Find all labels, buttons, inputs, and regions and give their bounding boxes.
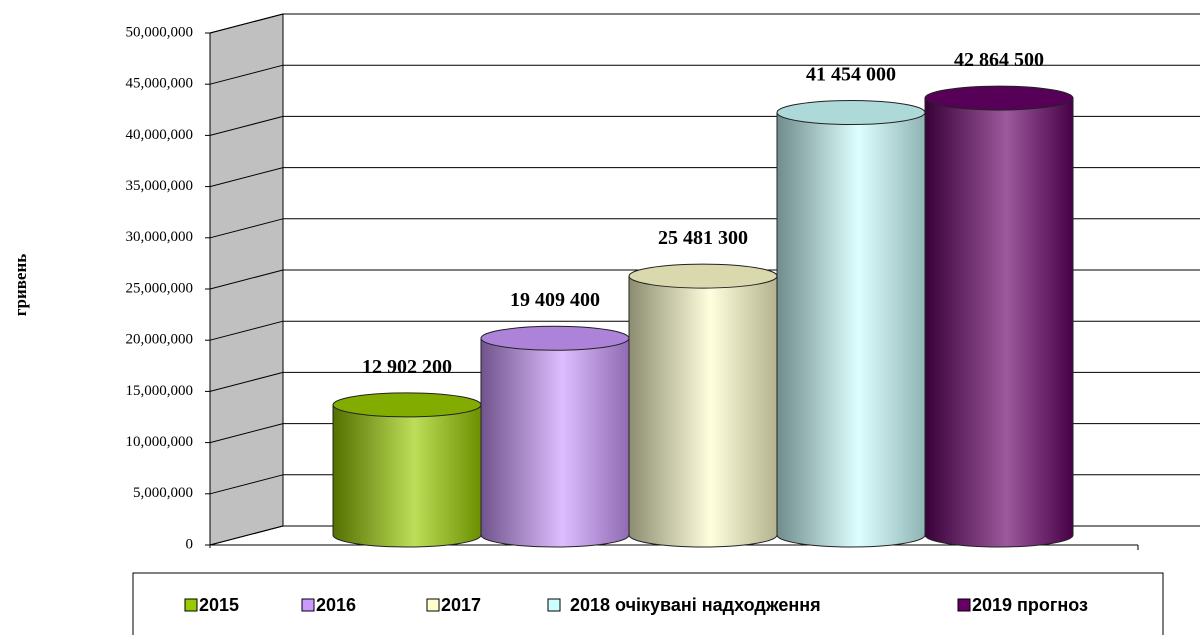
grid-line bbox=[209, 320, 284, 341]
cylinder-top bbox=[480, 325, 630, 351]
y-axis-label: гривень bbox=[11, 254, 30, 316]
y-tick-label: 30,000,000 bbox=[126, 229, 194, 245]
y-tick-label: 20,000,000 bbox=[126, 332, 194, 348]
grid-line bbox=[209, 423, 284, 444]
cylinder bbox=[776, 100, 926, 548]
grid-line bbox=[209, 218, 284, 239]
legend-label: 2015 bbox=[199, 595, 239, 615]
legend-swatch bbox=[426, 598, 440, 612]
legend-swatch bbox=[301, 598, 315, 612]
legend-label: 2019 прогноз bbox=[972, 595, 1088, 615]
legend-label: 2016 bbox=[316, 595, 356, 615]
y-tick-label: 0 bbox=[186, 536, 194, 552]
cylinder bbox=[628, 263, 778, 548]
value-label: 12 902 200 bbox=[362, 356, 452, 378]
y-tick-label: 25,000,000 bbox=[126, 280, 194, 296]
grid-line bbox=[209, 167, 284, 188]
legend-label: 2018 очікувані надходження bbox=[570, 595, 821, 615]
value-label: 25 481 300 bbox=[658, 227, 748, 249]
grid-line bbox=[209, 269, 284, 290]
cylinder-top bbox=[776, 100, 926, 126]
value-label: 19 409 400 bbox=[510, 289, 600, 311]
cylinder bbox=[480, 325, 630, 548]
cylinder-body bbox=[924, 97, 1074, 548]
cylinder-body bbox=[332, 404, 482, 548]
cylinder-top bbox=[332, 392, 482, 418]
cylinder-top bbox=[628, 263, 778, 289]
legend-swatch bbox=[184, 598, 198, 612]
grid-line bbox=[209, 371, 284, 392]
cylinder bbox=[332, 392, 482, 548]
value-label: 42 864 500 bbox=[954, 49, 1044, 71]
y-tick-label: 10,000,000 bbox=[126, 434, 194, 450]
y-tick-label: 15,000,000 bbox=[126, 383, 194, 399]
value-label: 41 454 000 bbox=[806, 64, 896, 86]
grid-line bbox=[209, 474, 284, 495]
y-tick-label: 45,000,000 bbox=[126, 76, 194, 92]
legend-swatch bbox=[547, 598, 561, 612]
y-tick-label: 35,000,000 bbox=[126, 178, 194, 194]
cylinder-body bbox=[776, 112, 926, 548]
cylinder-top bbox=[924, 85, 1074, 111]
legend-label: 2017 bbox=[441, 595, 481, 615]
cylinder-body bbox=[480, 337, 630, 548]
cylinder bbox=[924, 85, 1074, 548]
y-tick-label: 40,000,000 bbox=[126, 127, 194, 143]
y-tick-label: 50,000,000 bbox=[126, 24, 194, 40]
y-tick-label: 5,000,000 bbox=[133, 485, 193, 501]
legend-swatch bbox=[957, 598, 971, 612]
grid-line bbox=[209, 525, 284, 546]
grid-line bbox=[209, 13, 284, 34]
grid-line bbox=[209, 115, 284, 136]
cylinder-body bbox=[628, 275, 778, 548]
grid-line bbox=[209, 64, 284, 85]
